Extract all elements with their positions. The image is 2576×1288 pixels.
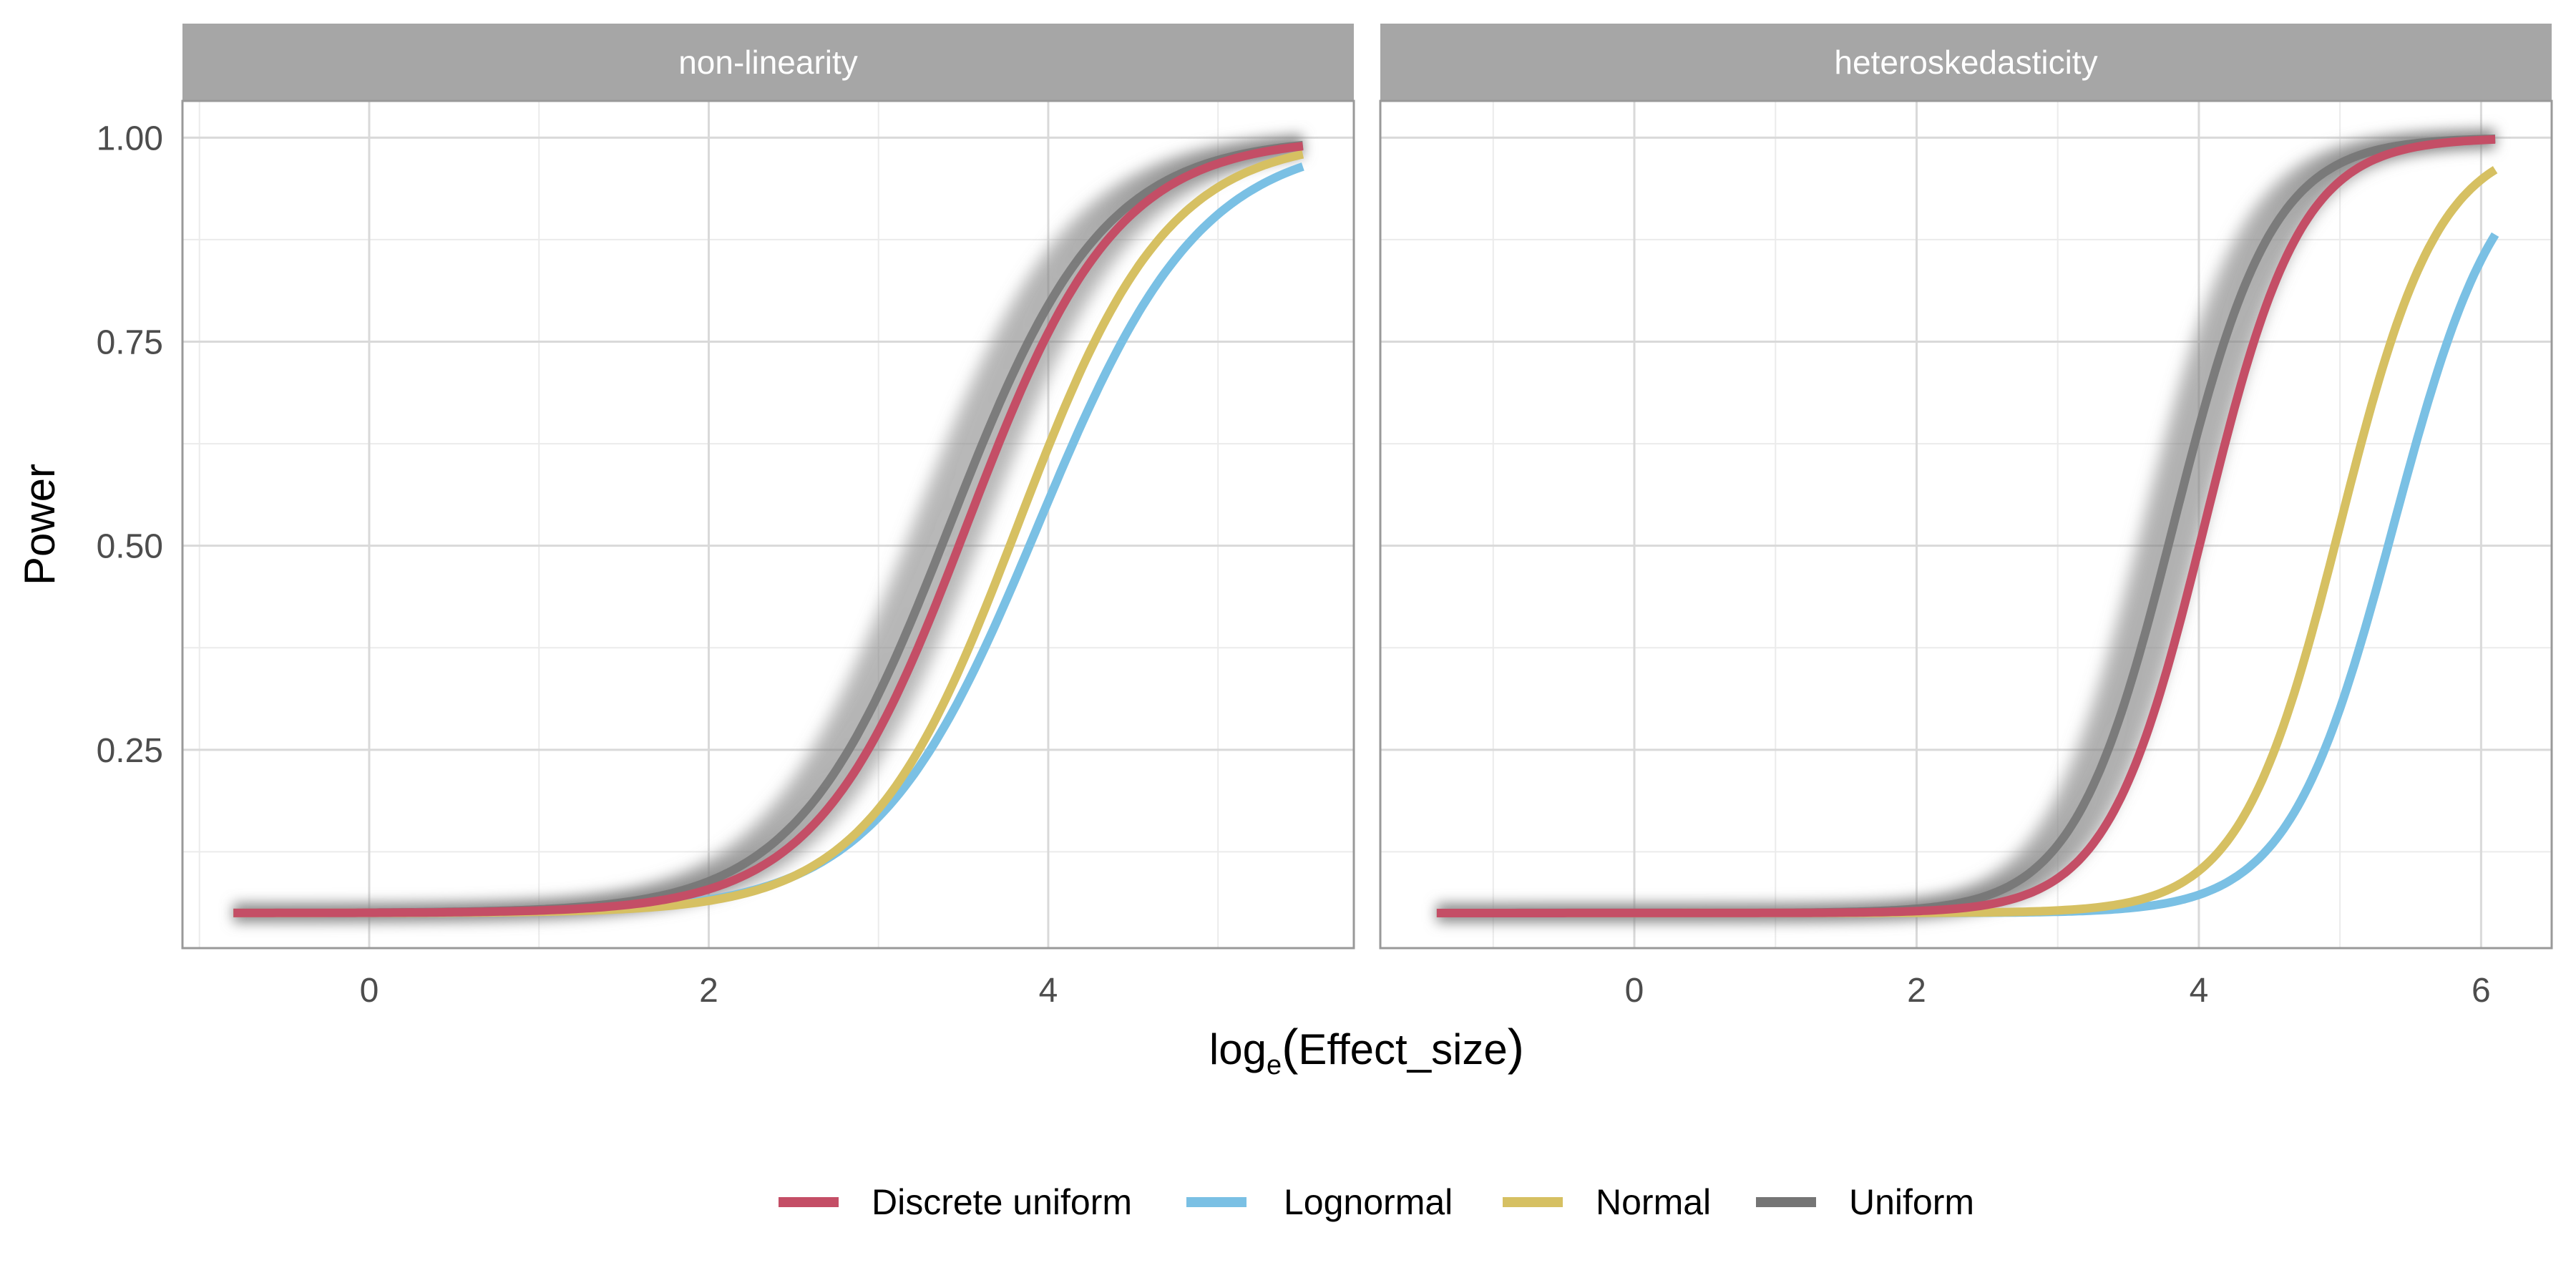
x-axis-title-log: log	[1209, 1025, 1267, 1073]
x-tick-label: 2	[1907, 972, 1926, 1010]
legend-item-discrete-uniform: Discrete uniform	[779, 1182, 1132, 1222]
series-line-normal	[1435, 166, 2498, 917]
legend-item-normal: Normal	[1503, 1182, 1711, 1222]
series-line-discrete-uniform	[233, 142, 1304, 917]
legend: Discrete uniform Lognormal Normal Unifor…	[779, 1182, 1974, 1222]
y-tick-label: 0.50	[97, 528, 163, 566]
x-tick-labels: 0 2 4 6	[1625, 972, 2491, 1010]
series-lines	[233, 140, 1304, 917]
x-axis-title: loge(Effect_size)	[1209, 1019, 1524, 1080]
x-tick-label: 0	[1625, 972, 1644, 1010]
series-line-lognormal	[233, 162, 1304, 917]
x-axis-title-inner: Effect_size	[1298, 1025, 1507, 1073]
panel-heteroskedasticity: heteroskedasticity 0 2 4 6	[1379, 24, 2553, 1010]
y-tick-label: 0.25	[97, 732, 163, 770]
x-tick-label: 2	[699, 972, 718, 1010]
y-tick-label: 0.75	[97, 323, 163, 361]
legend-label-normal: Normal	[1596, 1182, 1711, 1222]
strip-background	[1380, 24, 2552, 101]
x-tick-label: 6	[2472, 972, 2491, 1010]
legend-label-lognormal: Lognormal	[1284, 1182, 1453, 1222]
x-tick-label: 0	[360, 972, 379, 1010]
x-axis-title-close-paren: )	[1508, 1019, 1524, 1075]
grid-lines	[1380, 101, 2552, 948]
legend-item-lognormal: Lognormal	[1186, 1182, 1453, 1222]
y-tick-label: 1.00	[97, 119, 163, 157]
x-axis-title-open-paren: (	[1282, 1019, 1298, 1075]
y-tick-labels: 0.25 0.50 0.75 1.00	[97, 119, 163, 769]
strip-background	[182, 24, 1354, 101]
x-axis-title-subscript: e	[1267, 1050, 1282, 1080]
panel-non-linearity: non-linearity 0 2 4	[181, 24, 1355, 1010]
x-tick-labels: 0 2 4	[360, 972, 1058, 1010]
x-tick-label: 4	[1039, 972, 1058, 1010]
series-line-normal	[233, 150, 1304, 917]
strip-label: heteroskedasticity	[1834, 44, 2097, 81]
series-line-discrete-uniform	[1435, 135, 2497, 917]
panel-border	[1379, 99, 2553, 950]
grid-lines	[182, 101, 1354, 948]
x-tick-label: 4	[2190, 972, 2209, 1010]
legend-item-uniform: Uniform	[1756, 1182, 1974, 1222]
y-axis-title: Power	[16, 464, 64, 585]
panel-border	[181, 99, 1355, 950]
series-line-lognormal	[1435, 232, 2499, 917]
legend-label-uniform: Uniform	[1849, 1182, 1974, 1222]
series-lines	[1435, 134, 2499, 917]
legend-label-discrete-uniform: Discrete uniform	[872, 1182, 1132, 1222]
strip-label: non-linearity	[678, 44, 858, 81]
